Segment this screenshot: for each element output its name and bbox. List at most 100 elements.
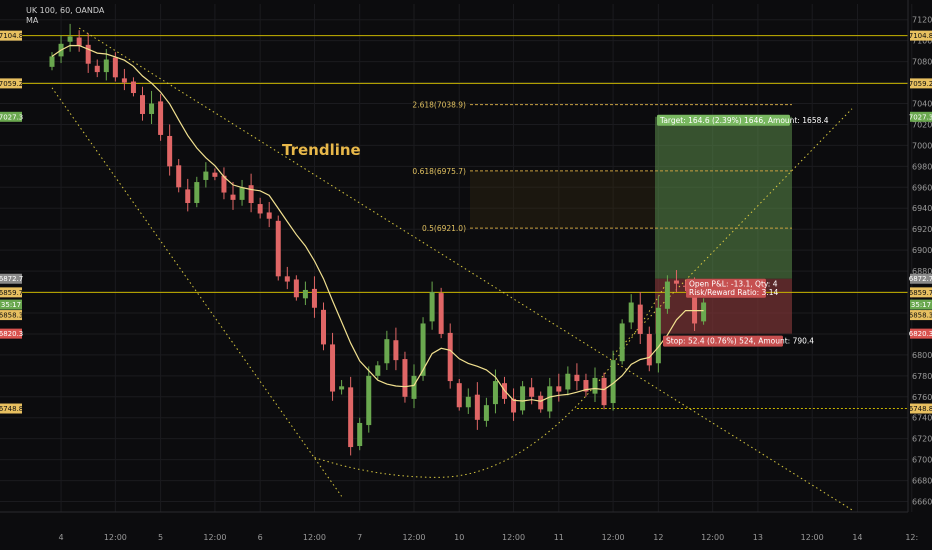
candle-body[interactable] bbox=[601, 377, 607, 406]
price-tag-left bbox=[0, 299, 22, 310]
candle-body[interactable] bbox=[284, 276, 290, 282]
candle-body[interactable] bbox=[692, 286, 698, 324]
candle-body[interactable] bbox=[465, 396, 471, 408]
candle-body[interactable] bbox=[628, 302, 634, 323]
x-tick-label: 5 bbox=[158, 533, 163, 542]
candle-body[interactable] bbox=[103, 59, 109, 73]
candle-body[interactable] bbox=[701, 302, 707, 322]
candle-body[interactable] bbox=[130, 81, 136, 94]
x-tick-label: 11 bbox=[554, 533, 564, 542]
price-tag-left bbox=[0, 111, 22, 122]
candle-body[interactable] bbox=[547, 386, 553, 412]
candle-body[interactable] bbox=[239, 187, 245, 200]
candle-body[interactable] bbox=[583, 380, 589, 392]
candle-body[interactable] bbox=[221, 175, 227, 193]
header-indicator: MA bbox=[26, 16, 39, 25]
candle-body[interactable] bbox=[574, 374, 580, 382]
y-tick-label: 7020.0 bbox=[912, 120, 932, 129]
candle-body[interactable] bbox=[348, 387, 354, 448]
candle-body[interactable] bbox=[384, 339, 390, 364]
candle-body[interactable] bbox=[619, 323, 625, 362]
candle-body[interactable] bbox=[76, 37, 82, 46]
candle-body[interactable] bbox=[248, 185, 254, 204]
candle-body[interactable] bbox=[266, 212, 272, 219]
candle-body[interactable] bbox=[339, 386, 345, 390]
candle-body[interactable] bbox=[85, 44, 91, 64]
candle-body[interactable] bbox=[158, 101, 164, 135]
candle-body[interactable] bbox=[655, 307, 661, 364]
candle-body[interactable] bbox=[112, 57, 118, 78]
candle-body[interactable] bbox=[646, 333, 652, 366]
candle-body[interactable] bbox=[402, 359, 408, 397]
price-tag-left bbox=[0, 30, 22, 41]
candle-body[interactable] bbox=[538, 395, 544, 410]
candle-body[interactable] bbox=[49, 56, 55, 67]
price-tag-right bbox=[910, 111, 932, 122]
y-tick-label: 6760.0 bbox=[912, 393, 932, 402]
price-tag-right-label: 7059.2 bbox=[909, 80, 932, 88]
position-annotations: Target: 164.6 (2.39%) 1646, Amount: 1658… bbox=[657, 114, 829, 347]
candle-body[interactable] bbox=[330, 344, 336, 392]
price-tag-right-label: 6859.7 bbox=[909, 289, 932, 297]
candle-body[interactable] bbox=[257, 204, 263, 214]
price-tag-left bbox=[0, 273, 22, 284]
candle-body[interactable] bbox=[673, 280, 679, 284]
candle-body[interactable] bbox=[230, 194, 236, 200]
candle-body[interactable] bbox=[483, 405, 489, 421]
candle-body[interactable] bbox=[610, 360, 616, 404]
candle-body[interactable] bbox=[375, 365, 381, 376]
candle-body[interactable] bbox=[203, 171, 209, 180]
candle-body[interactable] bbox=[511, 398, 517, 413]
candle-body[interactable] bbox=[447, 332, 453, 382]
candle-body[interactable] bbox=[520, 386, 526, 411]
candle-body[interactable] bbox=[185, 189, 191, 204]
candle-body[interactable] bbox=[149, 103, 155, 114]
candle-body[interactable] bbox=[411, 375, 417, 399]
candle-body[interactable] bbox=[311, 288, 317, 308]
candle-body[interactable] bbox=[393, 340, 399, 361]
x-tick-label: 12: bbox=[905, 533, 918, 542]
candle-body[interactable] bbox=[429, 292, 435, 322]
candle-body[interactable] bbox=[456, 383, 462, 408]
x-tick-label: 6 bbox=[258, 533, 263, 542]
candle-body[interactable] bbox=[275, 220, 281, 277]
x-tick-label: 4 bbox=[59, 533, 64, 542]
x-tick-label: 7 bbox=[357, 533, 362, 542]
y-tick-label: 6920.0 bbox=[912, 225, 932, 234]
price-tag-right bbox=[910, 403, 932, 414]
candle-body[interactable] bbox=[321, 309, 326, 345]
candle-body[interactable] bbox=[67, 36, 73, 42]
candle-body[interactable] bbox=[140, 95, 145, 114]
fib-label: 0.5(6921.0) bbox=[422, 224, 466, 233]
candle-body[interactable] bbox=[664, 281, 670, 309]
price-tag-right-label: 7104.8 bbox=[909, 32, 932, 40]
y-tick-label: 6960.0 bbox=[912, 183, 932, 192]
pnl-label-text: Risk/Reward Ratio: 3.14 bbox=[689, 288, 778, 297]
candle-body[interactable] bbox=[121, 78, 127, 83]
price-tag-right-label: 6872.7 bbox=[909, 275, 932, 283]
candle-body[interactable] bbox=[492, 381, 498, 405]
candle-body[interactable] bbox=[167, 135, 173, 167]
candle-body[interactable] bbox=[529, 387, 535, 397]
price-tag-left-label: 6820.3 bbox=[0, 330, 23, 338]
candle-body[interactable] bbox=[176, 165, 182, 188]
x-tick-label: 12:00 bbox=[801, 533, 824, 542]
price-tag-right bbox=[910, 30, 932, 41]
candle-body[interactable] bbox=[637, 304, 643, 334]
candle-body[interactable] bbox=[565, 373, 571, 390]
candle-body[interactable] bbox=[194, 182, 200, 204]
candle-body[interactable] bbox=[366, 375, 372, 426]
candle-body[interactable] bbox=[357, 422, 363, 447]
candle-body[interactable] bbox=[212, 172, 218, 177]
candle-body[interactable] bbox=[438, 293, 444, 334]
candle-body[interactable] bbox=[293, 279, 299, 298]
candle-body[interactable] bbox=[592, 377, 598, 394]
position-zones bbox=[470, 116, 792, 334]
candle-body[interactable] bbox=[474, 394, 480, 420]
candle-body[interactable] bbox=[683, 285, 688, 287]
candle-body[interactable] bbox=[420, 323, 426, 376]
candle-body[interactable] bbox=[556, 386, 562, 392]
candle-body[interactable] bbox=[302, 289, 308, 299]
candle-body[interactable] bbox=[94, 65, 100, 73]
